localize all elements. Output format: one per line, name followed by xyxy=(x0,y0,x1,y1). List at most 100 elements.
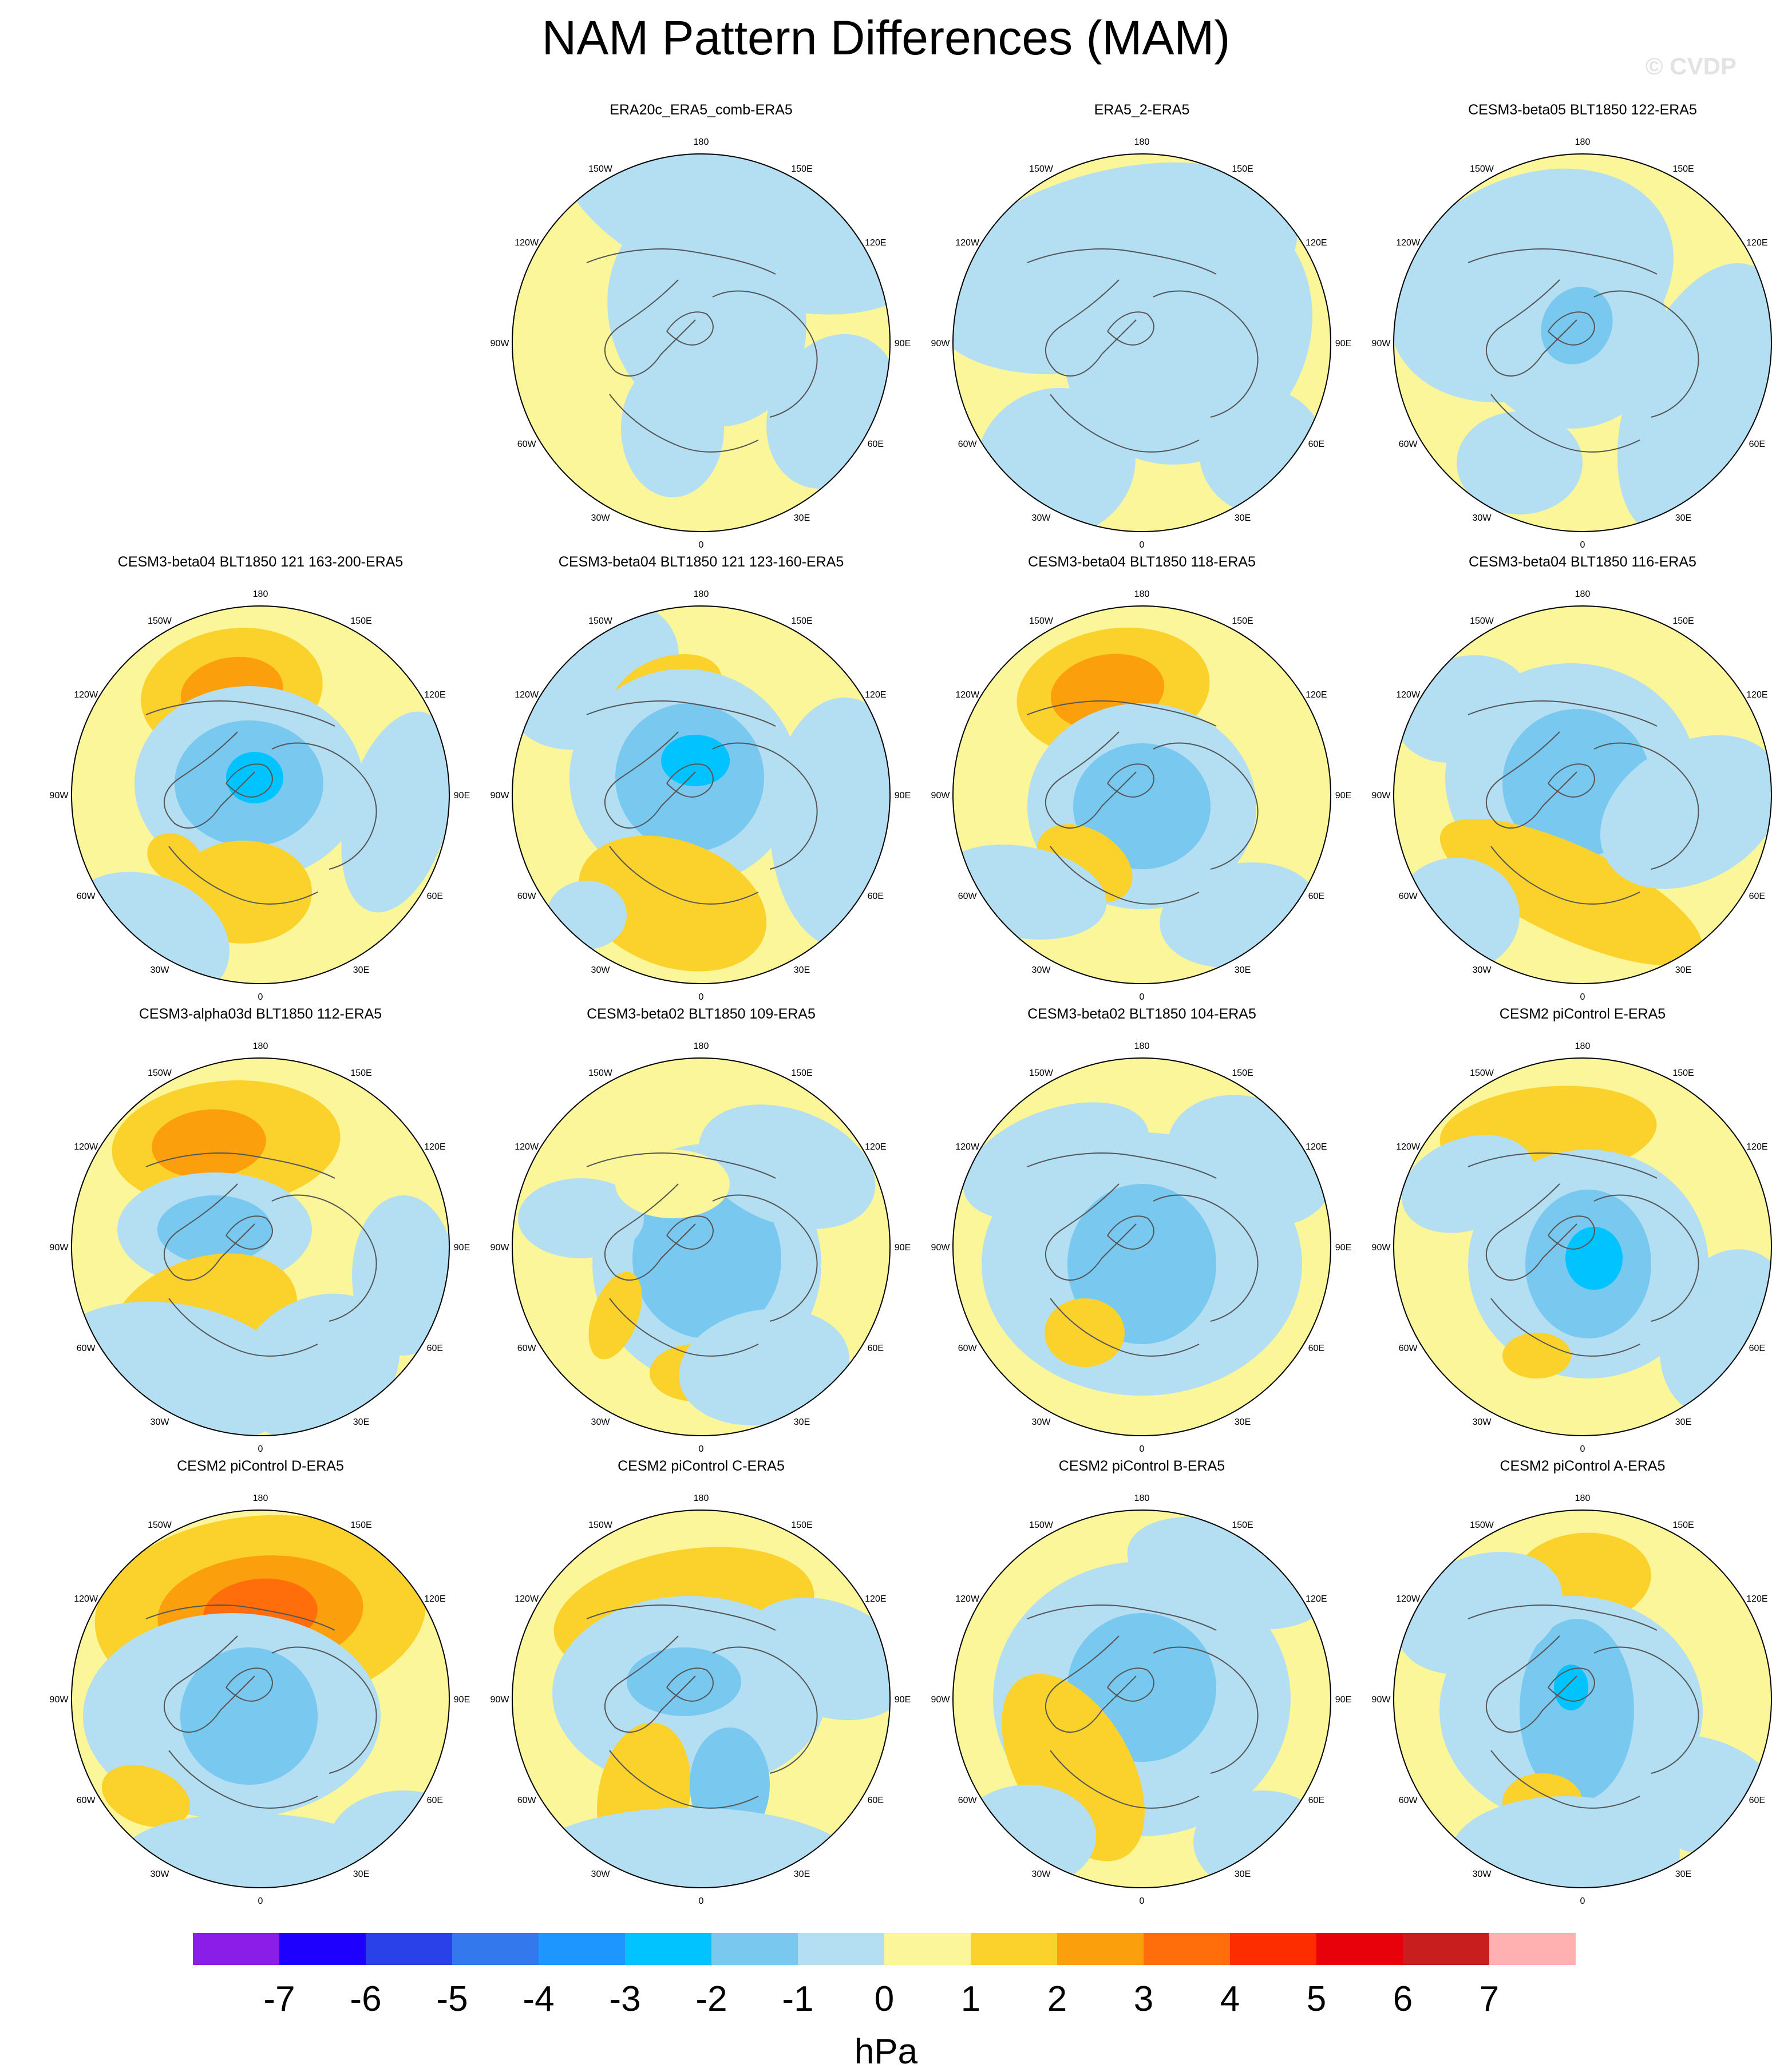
coastline xyxy=(1468,1604,1658,1631)
colorbar-swatch xyxy=(711,1933,798,1965)
colorbar-tick-label: 7 xyxy=(1479,1979,1500,2019)
longitude-label: 30E xyxy=(1675,965,1691,975)
longitude-label: 180 xyxy=(1575,589,1591,599)
coastline xyxy=(271,1646,377,1774)
longitude-label: 90W xyxy=(931,1243,951,1253)
coastline xyxy=(271,1194,377,1322)
map-panel: CESM2 piControl A-ERA5180150E120E90E60E3… xyxy=(1362,1458,1772,1910)
longitude-label: 90W xyxy=(1372,339,1391,348)
anomaly-region xyxy=(235,1293,400,1436)
longitude-label: 30E xyxy=(794,513,810,523)
longitude-label: 0 xyxy=(1580,540,1585,550)
coastline xyxy=(1153,1646,1259,1774)
longitude-label: 120E xyxy=(1306,238,1327,248)
coastline xyxy=(1045,1635,1137,1733)
longitude-label: 0 xyxy=(258,992,263,1002)
coastline xyxy=(1027,700,1217,727)
longitude-label: 150E xyxy=(791,616,812,626)
longitude-label: 90E xyxy=(454,1695,470,1705)
longitude-label: 60E xyxy=(427,1796,443,1805)
anomaly-region xyxy=(518,1178,644,1258)
coastline xyxy=(168,1750,318,1809)
anomaly-region xyxy=(157,1195,272,1264)
colorbar-swatch xyxy=(798,1933,884,1965)
coastline xyxy=(1490,394,1640,453)
longitude-label: 180 xyxy=(1575,137,1591,147)
longitude-label: 150W xyxy=(148,1520,172,1530)
anomaly-region xyxy=(963,1102,1149,1220)
longitude-label: 150E xyxy=(1232,164,1253,174)
cvdp-watermark: © CVDP xyxy=(1645,53,1737,80)
map-border xyxy=(512,153,891,532)
coastline xyxy=(145,1152,335,1179)
longitude-label: 150W xyxy=(1029,1520,1054,1530)
map-panel: CESM3-beta04 BLT1850 116-ERA5 180 150E 120E… xyxy=(1362,554,1772,1006)
longitude-label: 0 xyxy=(258,1896,263,1906)
colorbar-tick-label: -2 xyxy=(695,1979,727,2019)
longitude-label: 30W xyxy=(1032,513,1051,523)
longitude-label: 60W xyxy=(77,892,96,901)
longitude-label: 90W xyxy=(50,791,69,801)
panel-title: CESM3-beta02 BLT1850 104-ERA5 xyxy=(1027,1006,1256,1022)
longitude-label: 90E xyxy=(1335,791,1351,801)
coastline xyxy=(1045,1183,1137,1281)
longitude-label: 0 xyxy=(699,992,704,1002)
panel-title: CESM2 piControl B-ERA5 xyxy=(1058,1458,1225,1474)
longitude-label: 180 xyxy=(694,1493,709,1503)
longitude-label: 60W xyxy=(1399,1796,1418,1805)
longitude-label: 0 xyxy=(699,1896,704,1906)
longitude-label: 180 xyxy=(1575,1041,1591,1051)
longitude-label: 30W xyxy=(591,1869,611,1879)
longitude-label: 120W xyxy=(515,690,539,700)
colorbar-tick-label: -3 xyxy=(609,1979,641,2019)
coastline xyxy=(1045,279,1137,377)
map-panel: CESM3-beta04 BLT1850 121 163-200-ERA5 180… xyxy=(40,554,481,1006)
coastline xyxy=(164,731,255,829)
coastline xyxy=(586,1152,776,1179)
map-border xyxy=(71,1057,450,1436)
map-panel: CESM3-beta05 BLT1850 122-ERA5 180 150E 120E… xyxy=(1362,102,1772,554)
longitude-label: 30E xyxy=(353,1417,369,1427)
map-border xyxy=(71,1510,450,1888)
colorbar-swatch xyxy=(1403,1933,1489,1965)
coastline xyxy=(1153,742,1259,870)
longitude-label: 30E xyxy=(1675,1869,1691,1879)
panel-title: ERA20c_ERA5_comb-ERA5 xyxy=(610,102,793,118)
longitude-label: 150W xyxy=(1470,616,1494,626)
longitude-label: 90W xyxy=(50,1243,69,1253)
anomaly-region xyxy=(341,711,449,913)
coastline xyxy=(1153,290,1259,418)
coastline xyxy=(586,700,776,727)
anomaly-region xyxy=(621,360,724,497)
colorbar-swatch xyxy=(625,1933,711,1965)
coastline xyxy=(164,1635,255,1733)
longitude-label: 90W xyxy=(931,339,951,348)
longitude-label: 120E xyxy=(1746,1594,1767,1604)
anomaly-region xyxy=(1394,858,1520,972)
coastline xyxy=(1050,846,1200,905)
panel-title: CESM2 piControl D-ERA5 xyxy=(177,1458,344,1474)
longitude-label: 120W xyxy=(1396,1594,1421,1604)
longitude-label: 30W xyxy=(1473,965,1492,975)
coastline xyxy=(609,1298,759,1357)
longitude-label: 90W xyxy=(1372,1695,1391,1705)
longitude-label: 30W xyxy=(1473,1417,1492,1427)
longitude-label: 180 xyxy=(694,589,709,599)
longitude-label: 150E xyxy=(791,1068,812,1078)
longitude-label: 150E xyxy=(1232,616,1253,626)
anomaly-region xyxy=(1565,1227,1623,1290)
anomaly-region xyxy=(770,698,890,949)
coastline xyxy=(1045,731,1137,829)
map-border xyxy=(512,1510,891,1888)
coastline xyxy=(1593,1646,1699,1774)
longitude-label: 30E xyxy=(1235,1417,1251,1427)
longitude-label: 120E xyxy=(865,690,886,700)
coastline xyxy=(1490,846,1640,905)
colorbar-tick-label: 5 xyxy=(1306,1979,1327,2019)
longitude-label: 180 xyxy=(694,1041,709,1051)
